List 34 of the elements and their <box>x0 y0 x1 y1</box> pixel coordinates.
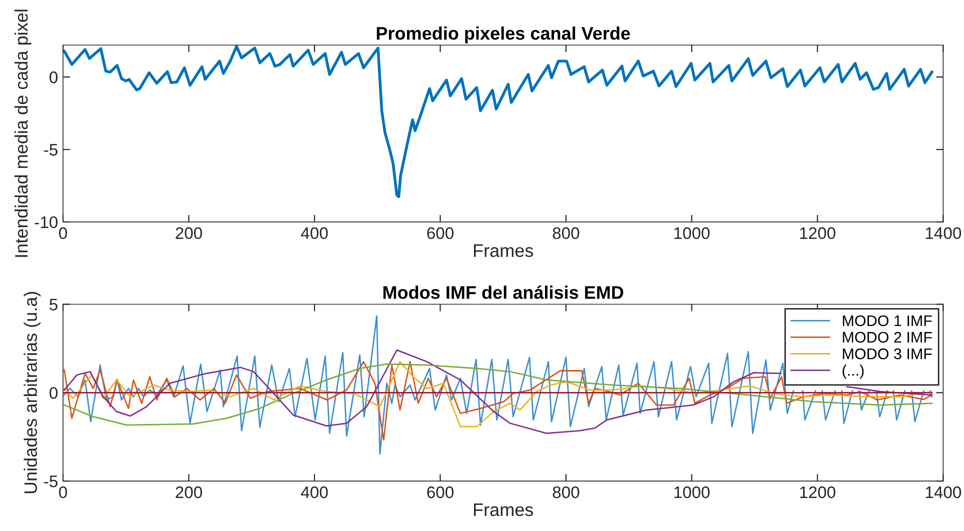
x-tick-label: 0 <box>59 486 68 498</box>
chart-title: Promedio pixeles canal Verde <box>376 26 630 44</box>
legend-label: (...) <box>842 364 864 379</box>
x-tick-label: 1400 <box>926 227 962 240</box>
x-tick-label: 400 <box>300 227 328 240</box>
x-tick-label: 1200 <box>800 486 836 498</box>
y-axis-title: Intendidad media de cada pixel <box>14 10 32 257</box>
x-tick-label: 0 <box>59 227 68 240</box>
y-tick-label: 5 <box>50 298 58 310</box>
x-tick-label: 200 <box>176 227 202 240</box>
x-tick-label: 1400 <box>926 486 962 498</box>
x-tick-label: 400 <box>300 486 328 498</box>
x-axis-title: Frames <box>474 504 534 516</box>
y-tick-label: -5 <box>44 144 58 156</box>
y-axis-title: Unidades arbitrarias (u.a) <box>24 292 41 494</box>
legend-label: MODO 1 IMF <box>842 315 932 326</box>
y-tick-label: -10 <box>34 216 58 228</box>
x-tick-label: 600 <box>427 486 454 498</box>
x-tick-label: 800 <box>552 227 580 240</box>
line-series <box>64 361 933 441</box>
legend-label: MODO 2 IMF <box>842 332 932 343</box>
legend-label: MODO 3 IMF <box>842 348 932 360</box>
x-tick-label: 1000 <box>674 227 710 240</box>
chart-title: Modos IMF del análisis EMD <box>383 285 624 299</box>
x-tick-label: 1000 <box>674 486 710 498</box>
x-axis-title: Frames <box>474 244 534 258</box>
x-tick-label: 1200 <box>800 227 836 240</box>
x-tick-label: 600 <box>427 227 454 240</box>
line-series <box>63 45 934 198</box>
y-tick-label: 0 <box>50 387 58 399</box>
x-tick-label: 800 <box>552 486 580 498</box>
y-tick-label: 0 <box>50 71 58 84</box>
x-tick-label: 200 <box>176 486 202 498</box>
y-tick-label: -5 <box>44 476 58 488</box>
